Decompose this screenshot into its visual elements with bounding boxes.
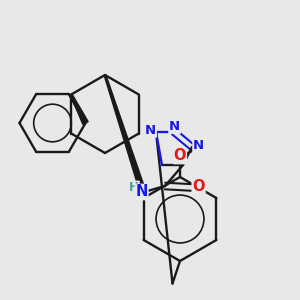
Polygon shape bbox=[70, 94, 88, 124]
Text: N: N bbox=[135, 184, 148, 200]
Polygon shape bbox=[104, 75, 146, 191]
Text: N: N bbox=[169, 120, 180, 133]
Text: O: O bbox=[174, 148, 186, 164]
Text: O: O bbox=[192, 179, 205, 194]
Text: N: N bbox=[145, 124, 156, 137]
Text: N: N bbox=[193, 139, 204, 152]
Text: H: H bbox=[129, 181, 139, 194]
